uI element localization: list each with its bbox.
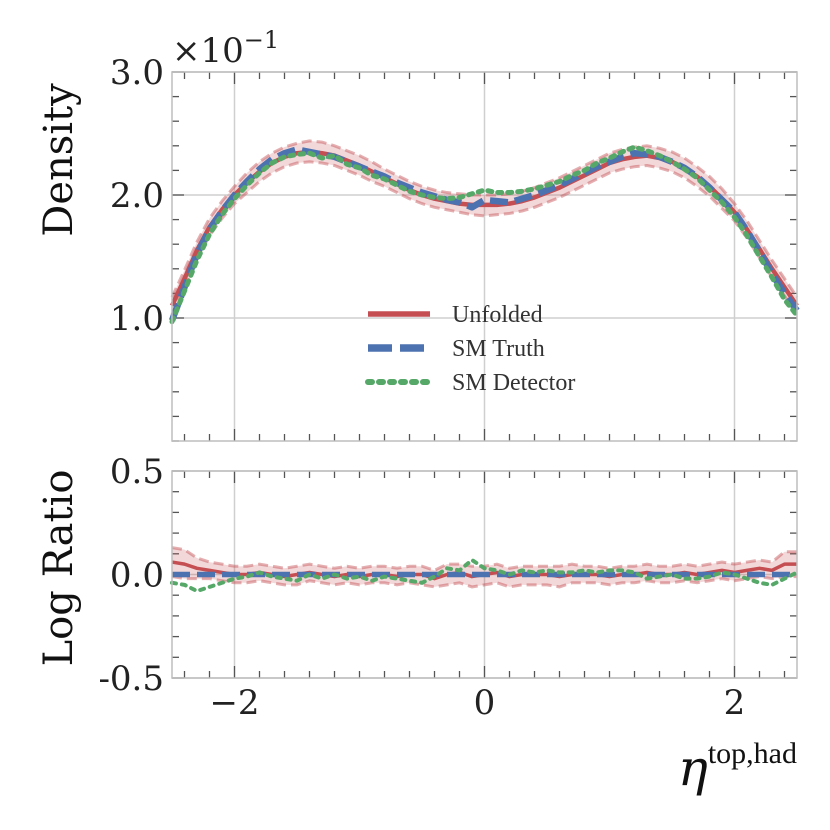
x-tick-label: 2 bbox=[724, 683, 746, 723]
legend-label-sm-detector: SM Detector bbox=[452, 370, 575, 396]
x-axis-label: ηtop,had bbox=[678, 737, 797, 797]
legend-label-unfolded: Unfolded bbox=[452, 302, 543, 328]
log-ratio-band-lower-edge bbox=[171, 575, 797, 589]
y-scale-exponent-label: ×10−1 bbox=[172, 26, 279, 71]
legend-label-sm-truth: SM Truth bbox=[452, 336, 545, 362]
sm-detector-density-line bbox=[169, 144, 800, 325]
unfolded-band-lower-edge bbox=[170, 160, 799, 316]
top-ytick-label: 2.0 bbox=[110, 176, 164, 216]
log-ratio-panel: -0.5 0.0 0.5 −2 0 2 bbox=[98, 452, 799, 723]
bottom-ytick-label: 0.0 bbox=[110, 556, 164, 596]
x-tick-label: 0 bbox=[474, 683, 496, 723]
bottom-axes-frame bbox=[171, 470, 798, 679]
bottom-ytick-label: -0.5 bbox=[98, 659, 164, 699]
density-panel: 1.0 2.0 3.0 bbox=[110, 53, 800, 442]
legend: Unfolded SM Truth SM Detector bbox=[365, 302, 575, 396]
x-tick-label: −2 bbox=[209, 683, 259, 723]
unfolded-band-upper-edge bbox=[170, 139, 799, 298]
bottom-ytick-label: 0.5 bbox=[110, 452, 164, 492]
top-ytick-label: 1.0 bbox=[110, 299, 164, 339]
y-axis-label-log-ratio: Log Ratio bbox=[36, 470, 82, 667]
y-axis-label-density: Density bbox=[36, 83, 82, 237]
top-ytick-label: 3.0 bbox=[110, 53, 164, 93]
sm-detector-log-ratio-line bbox=[170, 558, 799, 594]
top-axes-frame bbox=[171, 71, 798, 442]
